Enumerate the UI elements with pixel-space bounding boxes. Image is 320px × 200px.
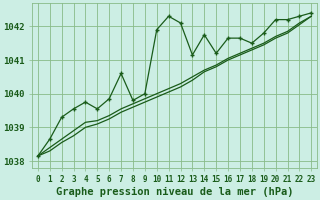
X-axis label: Graphe pression niveau de la mer (hPa): Graphe pression niveau de la mer (hPa) (56, 187, 293, 197)
